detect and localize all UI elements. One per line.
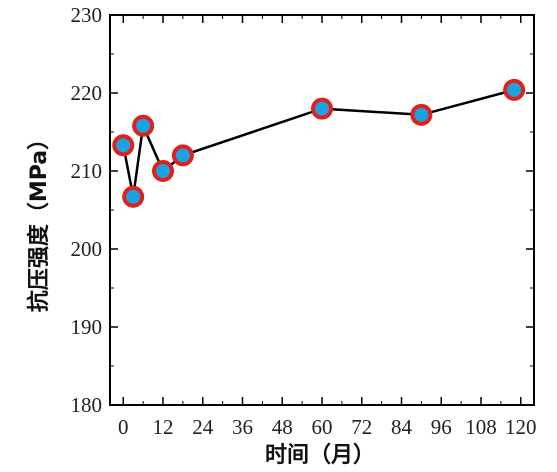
y-tick-label: 180	[71, 393, 103, 417]
data-point	[503, 78, 526, 101]
x-tick-label: 24	[192, 415, 214, 439]
y-tick-label: 200	[71, 237, 103, 261]
x-tick-label: 48	[272, 415, 293, 439]
data-point	[171, 144, 194, 167]
plot-frame	[109, 14, 535, 406]
series-line	[122, 88, 515, 197]
y-tick-label: 220	[71, 81, 103, 105]
x-tick-label: 12	[153, 415, 174, 439]
x-axis-title: 时间（月）	[265, 443, 375, 468]
data-point	[311, 97, 333, 120]
x-tick-label: 120	[505, 415, 537, 439]
data-point	[112, 134, 135, 157]
x-tick-label: 60	[312, 415, 333, 439]
y-tick-label: 230	[71, 3, 103, 27]
x-tick-label: 84	[391, 415, 413, 439]
y-axis-title: 抗压强度（MPa）	[26, 128, 52, 312]
data-markers	[112, 78, 526, 208]
x-tick-label: 36	[232, 415, 253, 439]
x-tick-label: 108	[465, 415, 497, 439]
data-point	[152, 160, 174, 182]
data-point	[132, 114, 155, 137]
y-tick-label: 190	[71, 315, 103, 339]
y-axis-ticks: 180 190 200 210 220 230	[71, 3, 534, 417]
data-point	[410, 103, 433, 126]
x-tick-label: 0	[118, 415, 129, 439]
x-axis-ticks: 0 12 24 36 48 60 72 84 96 108 120	[118, 15, 537, 439]
y-tick-label: 210	[71, 159, 103, 183]
x-tick-label: 96	[431, 415, 452, 439]
x-tick-label: 72	[351, 415, 372, 439]
data-point	[122, 185, 145, 208]
